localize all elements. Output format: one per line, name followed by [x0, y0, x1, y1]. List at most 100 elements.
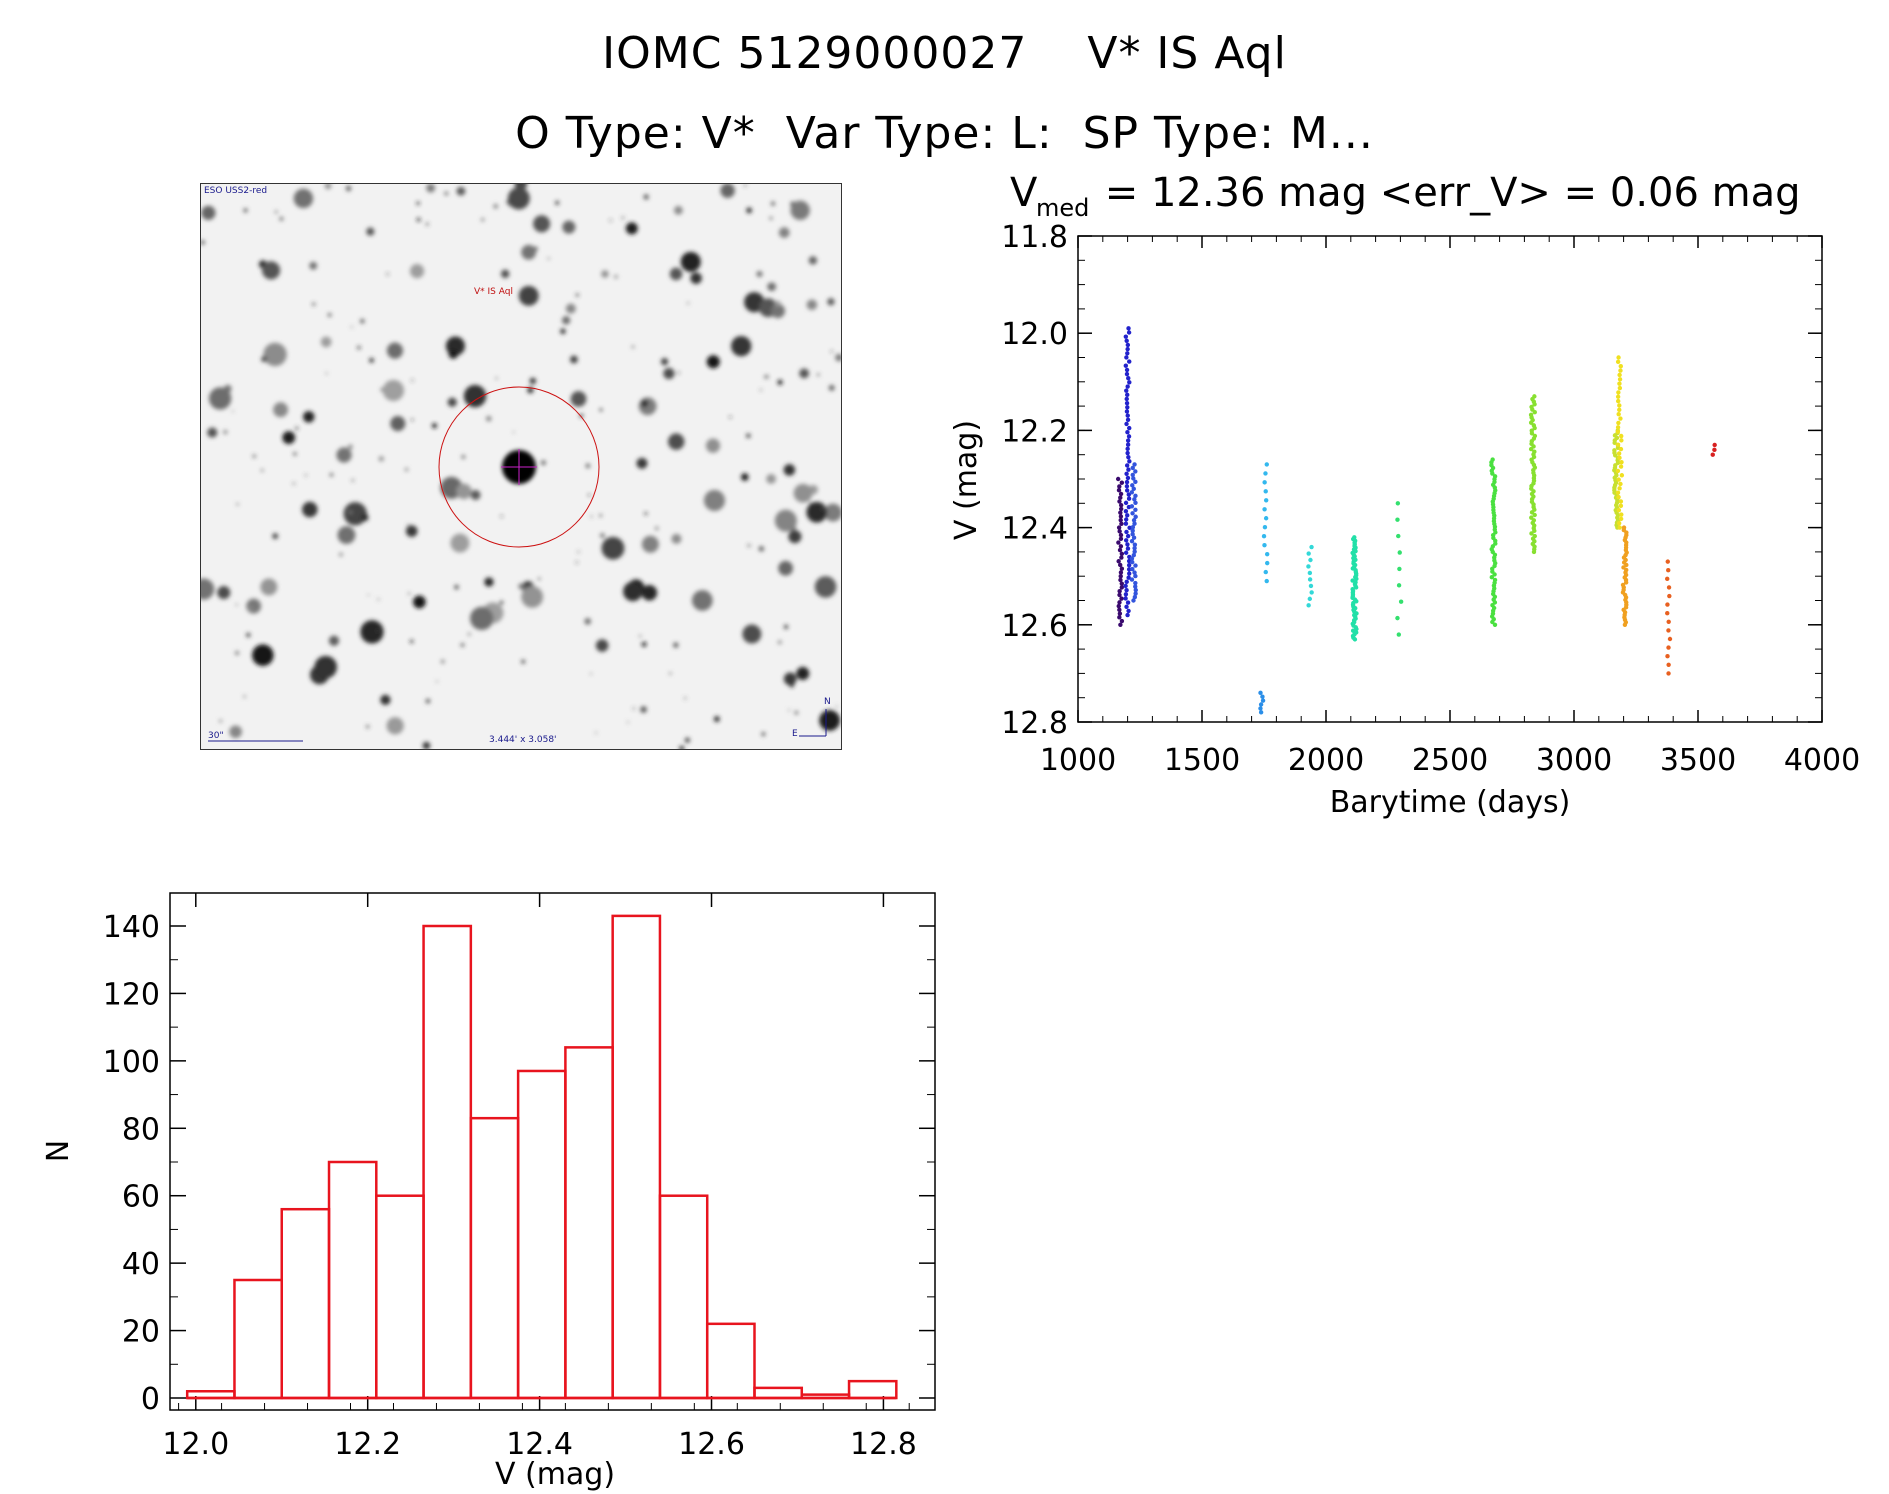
lc-point [1118, 544, 1124, 549]
lc-point [1618, 499, 1624, 504]
lc-point [1124, 471, 1129, 476]
hist-ytick-label: 80 [122, 1112, 160, 1147]
star [329, 472, 334, 477]
star [788, 709, 791, 712]
star [560, 328, 566, 335]
star [405, 525, 418, 537]
lc-point [1118, 570, 1124, 575]
lc-point [1130, 483, 1135, 488]
lc-point [1665, 576, 1670, 582]
lc-point [1263, 516, 1269, 521]
star [643, 194, 649, 200]
star [201, 205, 216, 221]
star [601, 536, 625, 560]
lc-point [1133, 587, 1138, 593]
lc-point [1667, 593, 1672, 599]
star [431, 423, 438, 429]
lc-point [1492, 622, 1498, 627]
lc-point [1617, 377, 1623, 382]
hist-bar [516, 1069, 567, 1400]
star [744, 184, 747, 187]
star [585, 463, 591, 469]
lc-point [1125, 600, 1131, 605]
lc-point [1617, 385, 1623, 391]
star [201, 578, 215, 600]
lc-point [1124, 338, 1129, 344]
lc-point [1123, 538, 1129, 543]
lc-point [1126, 496, 1132, 501]
star [632, 707, 635, 710]
lc-point [1123, 583, 1128, 589]
star [746, 207, 752, 214]
lc-point [1618, 364, 1623, 369]
hist-plot-frame [169, 892, 936, 1411]
star [407, 524, 410, 527]
star [663, 367, 675, 380]
lc-point [1264, 551, 1270, 557]
lc-xtick-label: 1000 [1040, 743, 1116, 778]
star [770, 201, 776, 206]
lc-point [1125, 442, 1131, 447]
star [246, 632, 251, 638]
star [746, 433, 751, 438]
lc-point [1618, 368, 1623, 373]
star [243, 695, 246, 698]
lc-point [1617, 407, 1622, 413]
star [470, 606, 494, 631]
star [348, 444, 353, 450]
star [759, 388, 762, 392]
lc-point [1124, 529, 1129, 535]
lc-point [1396, 583, 1402, 588]
star [507, 187, 530, 210]
lc-point [1123, 500, 1129, 506]
star [467, 632, 471, 636]
lc-ytick-label: 12.4 [1001, 512, 1068, 547]
star [806, 299, 818, 311]
lc-point [1124, 355, 1129, 360]
lc-point [1117, 615, 1122, 620]
lc-point [1309, 544, 1314, 550]
lc-point [1129, 538, 1135, 544]
lc-point [1133, 573, 1138, 579]
lc-point [1117, 484, 1122, 489]
star [337, 526, 356, 544]
star [764, 375, 769, 379]
lc-point [1133, 563, 1138, 568]
lc-point [1124, 371, 1130, 377]
star [584, 618, 592, 625]
star [821, 507, 824, 510]
lc-point [1123, 550, 1129, 555]
lc-point [1531, 549, 1537, 555]
lc-point [1353, 585, 1359, 590]
star [484, 577, 494, 587]
lc-point [1123, 508, 1129, 514]
star [671, 533, 682, 544]
star [625, 222, 638, 235]
lc-point [1264, 462, 1269, 467]
lc-point [1130, 465, 1135, 471]
lc-point [1132, 542, 1138, 547]
lc-point [1125, 450, 1130, 456]
lc-ytick-label: 12.2 [1001, 414, 1068, 449]
star [768, 282, 776, 290]
lc-point [1532, 425, 1537, 431]
star [261, 261, 281, 280]
star [763, 375, 766, 379]
star [518, 583, 525, 590]
star [314, 655, 337, 679]
hist-bar [800, 1393, 851, 1400]
star [760, 296, 763, 299]
lc-point [1258, 706, 1263, 711]
lc-point [1133, 514, 1138, 519]
star [783, 672, 797, 686]
lc-point [1119, 585, 1124, 590]
star [641, 641, 647, 647]
star [409, 639, 414, 644]
lc-point [1133, 507, 1138, 512]
lc-point [1307, 570, 1313, 576]
lc-point [1624, 562, 1629, 568]
star [796, 666, 810, 680]
lc-point [1615, 425, 1621, 430]
lc-xtick-label: 4000 [1784, 743, 1860, 778]
lc-point [1116, 488, 1122, 493]
